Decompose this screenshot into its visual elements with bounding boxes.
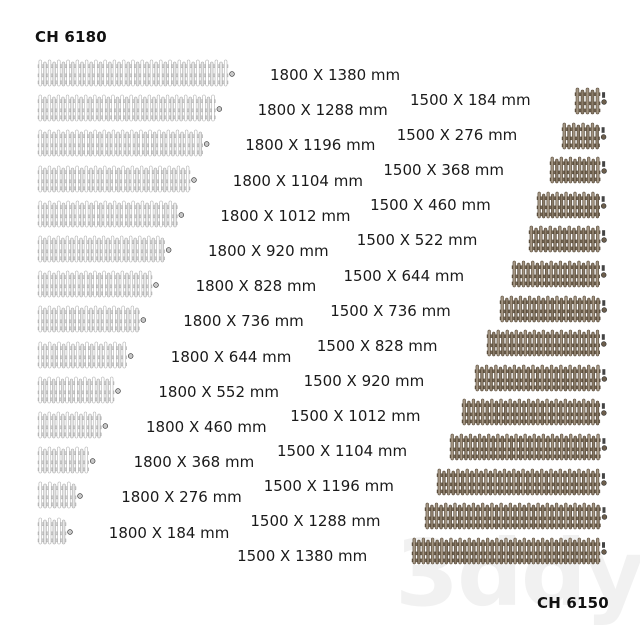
left-size-label: 1800 X 644 mm: [170, 347, 292, 366]
radiator-bronze-736: [499, 295, 612, 324]
radiator-bronze-1380: [411, 537, 612, 566]
radiator-bronze-1012: [461, 399, 612, 427]
right-size-label: 1500 X 1380 mm: [237, 547, 368, 566]
radiator-bronze-276: [562, 122, 612, 151]
right-size-label: 1500 X 1104 mm: [277, 442, 408, 460]
radiator-white-1288: [37, 94, 227, 123]
radiator-white-368: [37, 446, 101, 475]
left-size-label: 1800 X 184 mm: [108, 523, 230, 542]
radiator-white-920: [37, 235, 177, 264]
radiator-bronze-644: [512, 260, 612, 289]
left-size-label: 1800 X 460 mm: [146, 418, 267, 436]
radiator-white-736: [37, 306, 151, 334]
right-size-label: 1500 X 736 mm: [330, 301, 451, 320]
left-size-label: 1800 X 1288 mm: [257, 101, 388, 120]
radiator-bronze-828: [486, 329, 612, 358]
radiator-white-644: [37, 341, 139, 370]
left-size-label: 1800 X 920 mm: [208, 242, 329, 260]
radiator-bronze-1196: [436, 468, 612, 497]
right-size-label: 1500 X 184 mm: [410, 91, 531, 109]
right-series-title: CH 6150: [537, 594, 609, 612]
radiator-white-1380: [37, 59, 240, 88]
left-size-label: 1800 X 828 mm: [195, 277, 317, 296]
right-size-label: 1500 X 460 mm: [370, 196, 491, 215]
right-size-label: 1500 X 276 mm: [396, 126, 518, 145]
radiator-white-184: [37, 517, 78, 546]
left-series-title: CH 6180: [35, 28, 107, 46]
right-size-label: 1500 X 1012 mm: [290, 406, 421, 425]
radiator-bronze-920: [474, 364, 612, 393]
radiator-white-1196: [37, 130, 215, 158]
right-size-label: 1500 X 522 mm: [356, 231, 478, 250]
radiator-white-460: [37, 411, 113, 440]
radiator-white-1104: [37, 165, 202, 194]
radiator-white-828: [37, 270, 164, 299]
left-size-label: 1800 X 276 mm: [121, 488, 242, 507]
right-size-label: 1500 X 828 mm: [316, 336, 438, 355]
radiator-bronze-184: [574, 87, 612, 116]
right-size-label: 1500 X 368 mm: [383, 161, 504, 180]
radiator-white-552: [37, 376, 126, 405]
radiator-bronze-460: [537, 191, 612, 220]
left-size-label: 1800 X 736 mm: [183, 312, 304, 331]
right-size-label: 1500 X 920 mm: [303, 371, 425, 390]
radiator-bronze-522: [528, 226, 612, 254]
left-size-label: 1800 X 1380 mm: [270, 66, 401, 84]
radiator-white-1012: [37, 200, 189, 229]
radiator-bronze-1288: [424, 502, 612, 531]
radiator-white-276: [37, 482, 88, 510]
left-size-label: 1800 X 552 mm: [158, 382, 279, 401]
right-size-label: 1500 X 1288 mm: [250, 512, 381, 531]
right-size-label: 1500 X 1196 mm: [263, 477, 394, 496]
left-size-label: 1800 X 368 mm: [133, 453, 255, 472]
left-size-label: 1800 X 1196 mm: [245, 136, 376, 155]
radiator-bronze-368: [549, 156, 612, 185]
left-size-label: 1800 X 1012 mm: [220, 206, 351, 225]
left-size-label: 1800 X 1104 mm: [232, 171, 363, 190]
right-size-label: 1500 X 644 mm: [343, 266, 465, 285]
radiator-bronze-1104: [449, 433, 612, 462]
